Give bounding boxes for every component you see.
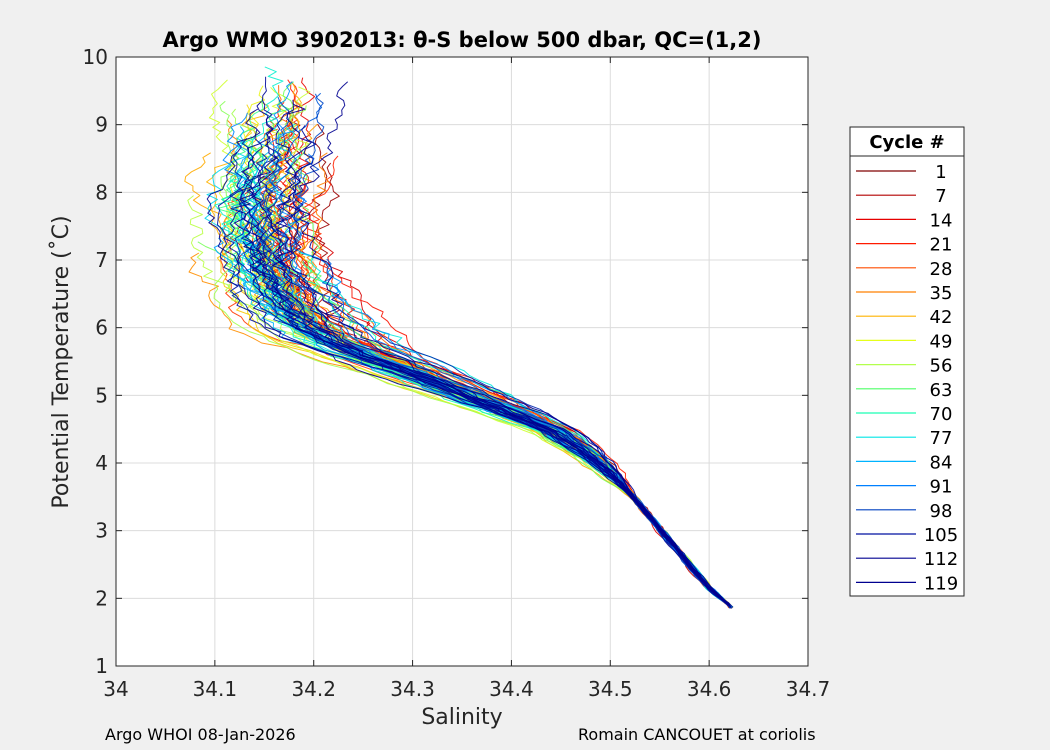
legend-entries: 1 7 14 21 28 35 42 49 56 63 70 77 84 91 98 105 112 119 — [856, 162, 958, 594]
legend-entry-label: 112 — [924, 549, 958, 570]
legend-entry-label: 35 — [930, 283, 953, 304]
profile-line — [244, 100, 729, 604]
axis-ticks: 34 34.1 34.2 34.3 34.4 34.5 34.6 34.71234567891… — [83, 45, 831, 701]
x-tick-label: 34.3 — [390, 677, 435, 701]
x-axis-label: Salinity — [421, 705, 502, 730]
legend-entry-label: 91 — [930, 477, 953, 498]
legend-entry-label: 119 — [924, 573, 958, 594]
y-tick-label: 3 — [95, 519, 108, 543]
profile-line — [230, 175, 732, 607]
y-tick-label: 4 — [95, 451, 108, 475]
legend-entry-label: 1 — [935, 162, 946, 183]
y-tick-label: 5 — [95, 383, 108, 407]
legend-entry-label: 28 — [930, 259, 953, 280]
legend-entry-label: 7 — [935, 186, 946, 207]
legend-entry-label: 14 — [930, 210, 953, 231]
legend-entry-label: 77 — [930, 428, 953, 449]
x-tick-label: 34.2 — [291, 677, 336, 701]
profile-lines — [184, 66, 734, 609]
x-tick-label: 34 — [103, 677, 128, 701]
y-axis-label: Potential Temperature (˚C) — [49, 215, 74, 508]
footer-credit-left: Argo WHOI 08-Jan-2026 — [105, 725, 296, 744]
profile-line — [259, 96, 731, 609]
legend-entry-label: 49 — [930, 331, 953, 352]
legend-entry-label: 21 — [930, 235, 953, 256]
y-tick-label: 2 — [95, 586, 108, 610]
legend-entry-label: 42 — [930, 307, 953, 328]
plot-frame — [115, 56, 809, 667]
legend-entry-label: 70 — [930, 404, 953, 425]
legend-title: Cycle # — [869, 132, 944, 153]
y-tick-label: 8 — [95, 180, 108, 204]
y-tick-label: 1 — [95, 654, 108, 678]
footer-credit-right: Romain CANCOUET at coriolis — [578, 725, 816, 744]
y-tick-label: 9 — [95, 113, 108, 137]
legend-entry-label: 63 — [930, 380, 953, 401]
y-tick-label: 6 — [95, 316, 108, 340]
legend-entry-label: 98 — [930, 501, 953, 522]
legend-entry-label: 105 — [924, 525, 958, 546]
y-tick-label: 10 — [83, 45, 108, 69]
chart-title: Argo WMO 3902013: θ-S below 500 dbar, QC… — [163, 28, 762, 52]
profile-line — [226, 157, 727, 604]
legend-entry-label: 56 — [930, 356, 953, 377]
legend: Cycle # 17142128354249566370778491981051… — [849, 126, 965, 597]
x-tick-label: 34.5 — [588, 677, 633, 701]
y-tick-label: 7 — [95, 248, 108, 272]
legend-entry-label: 84 — [930, 452, 953, 473]
x-tick-label: 34.4 — [489, 677, 534, 701]
legend-box — [849, 126, 965, 597]
plot-area — [116, 57, 808, 666]
x-tick-label: 34.1 — [193, 677, 238, 701]
x-tick-label: 34.7 — [786, 677, 831, 701]
x-tick-label: 34.6 — [687, 677, 732, 701]
